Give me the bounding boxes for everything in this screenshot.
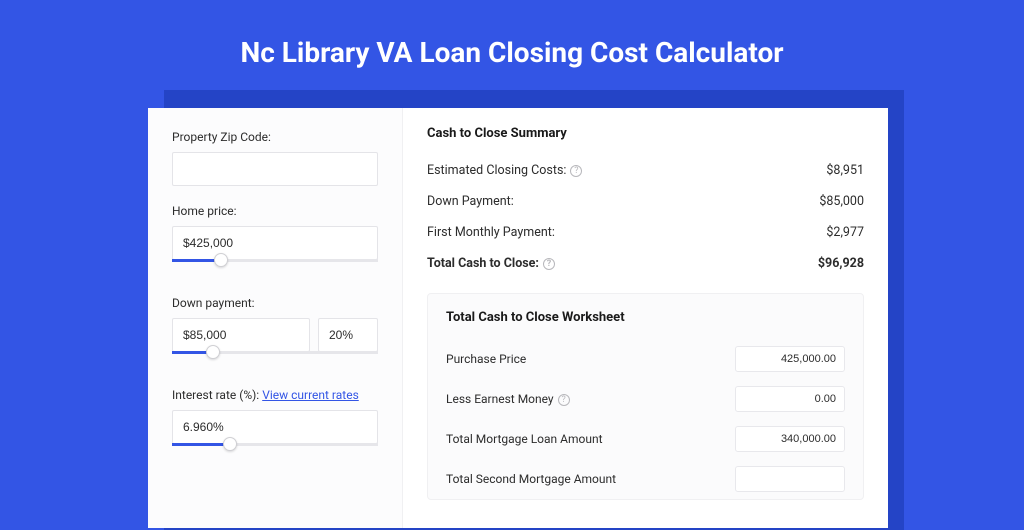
summary-row-label: Total Cash to Close:? [427,256,555,271]
help-icon[interactable]: ? [558,394,570,406]
worksheet-row-label: Purchase Price [446,352,526,366]
worksheet-row-input[interactable] [735,346,845,372]
down-payment-label: Down payment: [172,296,378,310]
summary-row: Down Payment: $85,000 [427,186,864,217]
field-zip: Property Zip Code: [172,130,378,186]
help-icon[interactable]: ? [543,258,555,270]
slider-thumb[interactable] [206,345,220,359]
summary-row: Total Cash to Close:? $96,928 [427,248,864,279]
interest-rate-label-text: Interest rate (%): [172,388,262,402]
worksheet-row-input[interactable] [735,466,845,492]
summary-row-label: Estimated Closing Costs:? [427,163,582,178]
summary-row-label: First Monthly Payment: [427,225,555,240]
worksheet-rows: Purchase Price Less Earnest Money? Total M… [446,339,845,499]
field-home-price: Home price: [172,204,378,278]
worksheet-section: Total Cash to Close Worksheet Purchase P… [427,293,864,500]
home-price-label: Home price: [172,204,378,218]
worksheet-row-label: Less Earnest Money? [446,392,570,406]
view-rates-link[interactable]: View current rates [262,388,359,402]
summary-row-label: Down Payment: [427,194,514,209]
field-interest-rate: Interest rate (%): View current rates [172,388,378,462]
slider-thumb[interactable] [223,437,237,451]
home-price-slider[interactable] [172,258,378,278]
down-payment-input[interactable] [172,318,310,352]
page-title: Nc Library VA Loan Closing Cost Calculat… [0,0,1024,93]
worksheet-row: Total Mortgage Loan Amount [446,419,845,459]
interest-rate-slider[interactable] [172,442,378,462]
results-main: Cash to Close Summary Estimated Closing … [403,108,888,528]
home-price-input[interactable] [172,226,378,260]
worksheet-title: Total Cash to Close Worksheet [446,310,845,325]
summary-row-value: $8,951 [826,163,864,178]
zip-input[interactable] [172,152,378,186]
summary-rows: Estimated Closing Costs:? $8,951 Down Paym… [427,155,864,279]
help-icon[interactable]: ? [570,165,582,177]
summary-title: Cash to Close Summary [427,126,864,141]
inputs-sidebar: Property Zip Code: Home price: Down paym… [148,108,403,528]
summary-row: First Monthly Payment: $2,977 [427,217,864,248]
slider-thumb[interactable] [214,253,228,267]
summary-row-value: $85,000 [819,194,864,209]
calculator-panel: Property Zip Code: Home price: Down paym… [148,108,888,528]
down-payment-percent-input[interactable] [318,318,378,352]
down-payment-slider[interactable] [172,350,378,370]
interest-rate-input[interactable] [172,410,378,444]
worksheet-row: Purchase Price [446,339,845,379]
interest-rate-label: Interest rate (%): View current rates [172,388,378,402]
worksheet-row: Total Second Mortgage Amount [446,459,845,499]
summary-row-value: $2,977 [826,225,864,240]
worksheet-row-label: Total Mortgage Loan Amount [446,432,603,446]
summary-row: Estimated Closing Costs:? $8,951 [427,155,864,186]
slider-fill [172,443,230,446]
worksheet-row-input[interactable] [735,426,845,452]
field-down-payment: Down payment: [172,296,378,370]
worksheet-row-input[interactable] [735,386,845,412]
worksheet-row-label: Total Second Mortgage Amount [446,472,616,486]
zip-label: Property Zip Code: [172,130,378,144]
worksheet-row: Less Earnest Money? [446,379,845,419]
summary-row-value: $96,928 [818,256,864,271]
